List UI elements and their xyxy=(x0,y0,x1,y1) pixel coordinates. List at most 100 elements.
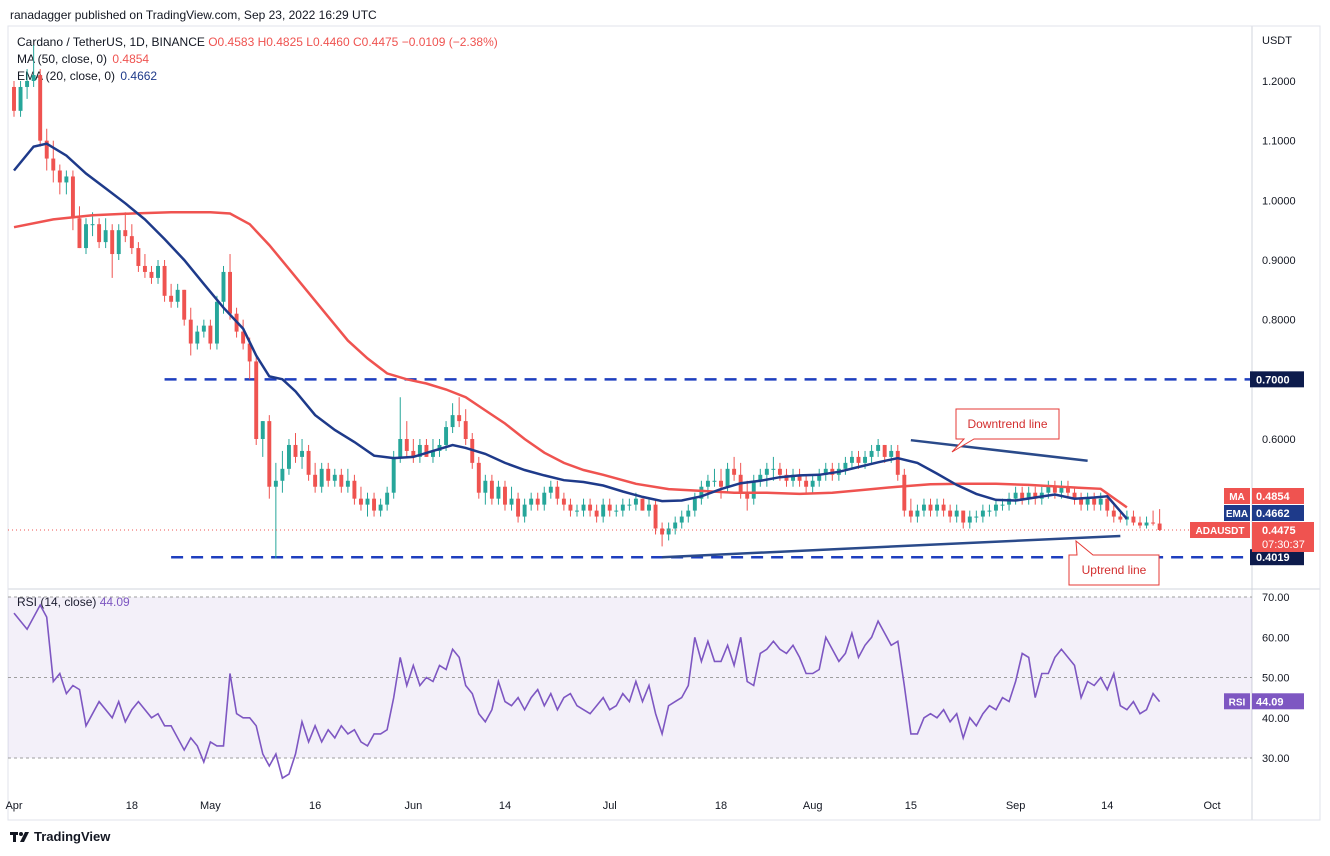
downtrend-line xyxy=(910,438,1088,463)
candle-body xyxy=(103,230,108,243)
candle-body xyxy=(915,510,920,517)
candle-body xyxy=(313,474,318,487)
candle xyxy=(175,283,180,308)
candle-body xyxy=(607,504,612,511)
candle xyxy=(581,498,586,517)
candle xyxy=(601,498,606,523)
candle-body xyxy=(817,474,822,481)
rsi-line xyxy=(13,603,1161,780)
candle-body xyxy=(994,504,998,511)
candle xyxy=(561,492,566,511)
candle xyxy=(1157,509,1162,531)
candle-body xyxy=(444,427,449,445)
candle-body xyxy=(431,450,435,457)
candle-body xyxy=(182,289,187,320)
candle-body xyxy=(568,504,573,511)
downtrend-callout: Downtrend line xyxy=(951,408,1060,453)
candle xyxy=(1026,486,1031,505)
candle xyxy=(1144,516,1149,529)
candle-body xyxy=(25,81,30,87)
level-label-bg xyxy=(1250,371,1304,388)
candle-body xyxy=(581,504,586,511)
candle xyxy=(869,444,874,463)
candle xyxy=(280,450,285,493)
candle xyxy=(529,492,534,511)
candle-body xyxy=(1085,498,1090,505)
publisher-line: ranadagger published on TradingView.com,… xyxy=(10,8,377,22)
candle-body xyxy=(489,480,494,499)
rsi-tick-label: 40.00 xyxy=(1262,713,1290,725)
candle xyxy=(719,468,723,499)
adausdt-tag xyxy=(1190,522,1250,538)
candle-body xyxy=(97,224,102,243)
candle xyxy=(489,474,494,505)
candle xyxy=(686,504,691,523)
level-label-bg xyxy=(1250,549,1304,566)
candle-body xyxy=(404,439,409,451)
candle xyxy=(38,69,43,147)
candle-body xyxy=(876,444,881,451)
candle xyxy=(594,504,599,523)
candle xyxy=(162,260,167,302)
ma-legend-label: MA (50, close, 0) xyxy=(17,52,108,66)
candle-body xyxy=(797,474,802,481)
candle xyxy=(496,480,501,505)
candle xyxy=(110,224,115,278)
candle xyxy=(195,325,200,350)
candle-body xyxy=(38,75,43,141)
candle-body xyxy=(987,510,992,512)
candle-body xyxy=(516,498,521,517)
candle xyxy=(876,439,881,457)
candle xyxy=(404,421,409,457)
candle-body xyxy=(195,331,200,344)
time-tick-label: Apr xyxy=(5,800,22,812)
candle-body xyxy=(57,170,62,183)
level-label-text: 0.4019 xyxy=(1256,552,1290,564)
candle-body xyxy=(1052,486,1057,493)
candle-body xyxy=(254,361,259,439)
candle xyxy=(372,492,377,517)
candle xyxy=(188,307,193,356)
candle-body xyxy=(588,504,593,511)
ema-axis-label-value-bg xyxy=(1252,505,1304,521)
candle-body xyxy=(751,480,756,499)
candle-body xyxy=(1092,498,1097,505)
candle xyxy=(345,468,350,493)
candle-body xyxy=(385,492,390,505)
candle xyxy=(313,462,318,493)
candle xyxy=(568,498,573,517)
candle-body xyxy=(745,492,750,499)
candle-body xyxy=(928,504,933,511)
candle xyxy=(293,433,298,463)
candle-body xyxy=(300,450,305,457)
candle-body xyxy=(201,325,206,332)
candle-body xyxy=(1033,492,1038,499)
candle-body xyxy=(921,504,926,511)
time-tick-label: 16 xyxy=(309,800,321,812)
candle xyxy=(254,355,259,445)
candle-body xyxy=(358,498,363,505)
candle-body xyxy=(1020,492,1025,499)
candle xyxy=(810,474,815,493)
candle xyxy=(84,218,88,255)
candle-body xyxy=(84,224,88,249)
candle-body xyxy=(777,468,782,475)
candle xyxy=(457,397,462,428)
candle xyxy=(994,498,998,517)
candle xyxy=(673,516,678,535)
ma-50-line xyxy=(13,211,1128,509)
candle-body xyxy=(1105,498,1110,511)
ma-axis-label-tag xyxy=(1224,488,1250,504)
candle xyxy=(300,439,305,469)
candle xyxy=(895,444,900,481)
candle-body xyxy=(935,504,940,511)
candle-body xyxy=(149,271,154,278)
candle xyxy=(516,492,521,523)
candle xyxy=(1092,492,1097,511)
candle xyxy=(928,498,933,517)
candle xyxy=(476,456,481,499)
candle-body xyxy=(908,510,913,517)
ma-axis-label: MA 0.4854 xyxy=(1224,488,1304,504)
candle-body xyxy=(692,498,697,511)
